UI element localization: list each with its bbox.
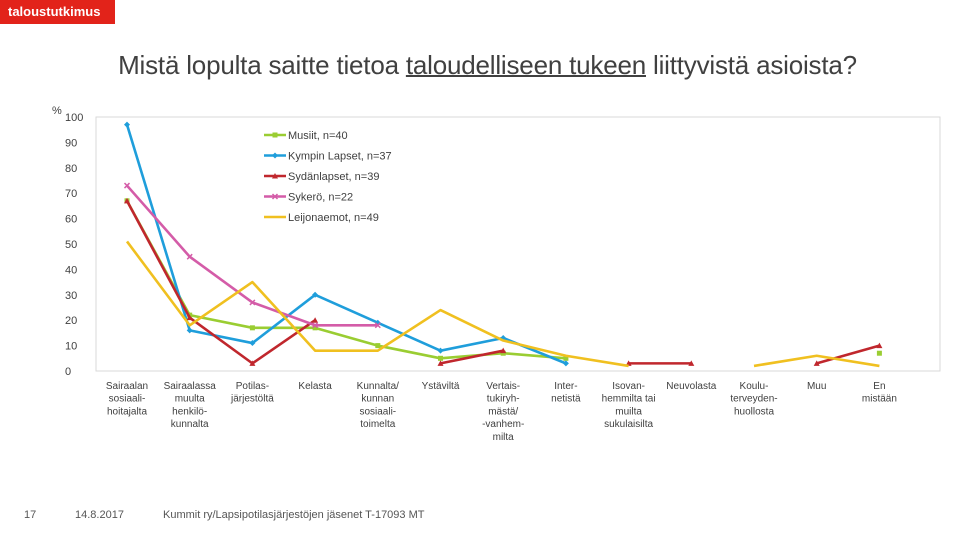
legend-marker [272, 152, 278, 159]
series-point [876, 350, 882, 356]
series-point [249, 325, 255, 331]
y-tick-label: 90 [65, 137, 77, 149]
taloustutkimus-logo: taloustutkimus [0, 0, 115, 24]
series-line [125, 200, 316, 365]
page-number: 17 [24, 509, 37, 521]
series-line [816, 344, 880, 365]
legend-marker [272, 132, 278, 138]
y-tick-label: 70 [65, 188, 77, 200]
footer-date: 14.8.2017 [75, 509, 124, 521]
series-point [249, 340, 256, 347]
series-point [312, 317, 319, 323]
series-point [249, 360, 256, 366]
y-tick-label: 100 [65, 112, 83, 124]
series-point [876, 342, 883, 349]
series-point [312, 291, 319, 298]
x-category-label: Sairaalan sosiaali-hoitajalta [106, 381, 148, 417]
series-point [688, 360, 695, 366]
series-point [437, 347, 444, 354]
series-line [440, 349, 504, 365]
plot-area-frame [95, 116, 941, 372]
x-category-label: Inter-netistä [551, 381, 581, 405]
x-category-label: Ystäviltä [422, 381, 460, 392]
x-category-label: Isovan-hemmilta tai muilta sukulaisilta [602, 381, 656, 430]
series-point [186, 327, 193, 334]
legend-label: Musiit, n=40 [288, 130, 348, 142]
series-point [312, 322, 319, 329]
title-underlined: taloudelliseen tukeen [405, 50, 646, 80]
series-line [753, 354, 880, 368]
series-point [562, 360, 569, 367]
legend-marker [272, 173, 278, 179]
series-line [125, 240, 629, 368]
series-point [186, 253, 193, 260]
page-title: Mistä lopulta saitte tietoa taloudellise… [0, 50, 960, 81]
legend-label: Sydänlapset, n=39 [288, 171, 379, 183]
y-tick-label: 80 [65, 163, 77, 175]
series-line [126, 184, 378, 327]
series-point [437, 360, 444, 366]
series-point [123, 182, 131, 189]
x-category-label: Kunnalta/kunnan sosiaali-toimelta [357, 381, 399, 430]
title-part-1: Mistä lopulta saitte tietoa [118, 50, 406, 80]
x-category-label: Vertais-tukiryh-mästä/-vanhem-milta [482, 381, 524, 443]
x-category-label: Potilas-järjestöltä [230, 381, 274, 405]
legend-label: Sykerö, n=22 [288, 192, 353, 204]
y-tick-label: 10 [65, 341, 77, 353]
x-category-label: Neuvolasta [666, 381, 716, 392]
y-tick-label: 30 [65, 290, 77, 302]
series-point [249, 299, 256, 306]
x-category-label: Kelasta [298, 381, 332, 392]
y-tick-label: 50 [65, 239, 77, 251]
x-category-label: En mistään [862, 381, 897, 405]
y-tick-label: 20 [65, 315, 77, 327]
series-point [124, 121, 130, 128]
x-category-label: Koulu-terveyden-huollosta [730, 381, 777, 417]
series-point [186, 314, 193, 321]
x-category-label: Muu [807, 381, 826, 392]
series-point [813, 360, 820, 366]
legend-marker [271, 193, 279, 200]
legend-label: Leijonaemot, n=49 [288, 212, 379, 224]
series-point [124, 197, 130, 204]
y-axis-label: % [52, 105, 62, 117]
legend-label: Kympin Lapset, n=37 [288, 151, 392, 163]
y-tick-label: 60 [65, 214, 77, 226]
series-point [375, 343, 381, 349]
y-tick-label: 0 [65, 366, 71, 378]
y-tick-label: 40 [65, 264, 77, 276]
series-point [438, 355, 443, 361]
series-point [312, 325, 318, 331]
series-point [500, 350, 506, 356]
series-line [125, 124, 567, 365]
series-point [563, 355, 569, 361]
footer-source: Kummit ry/Lapsipotilasjärjestöjen jäsene… [163, 509, 425, 521]
series-point [374, 322, 381, 329]
series-line [125, 200, 567, 360]
title-part-2: liittyvistä asioista? [645, 50, 857, 80]
x-category-label: Sairaalassa muulta henkilö-kunnalta [164, 381, 217, 430]
series-point [500, 347, 507, 354]
